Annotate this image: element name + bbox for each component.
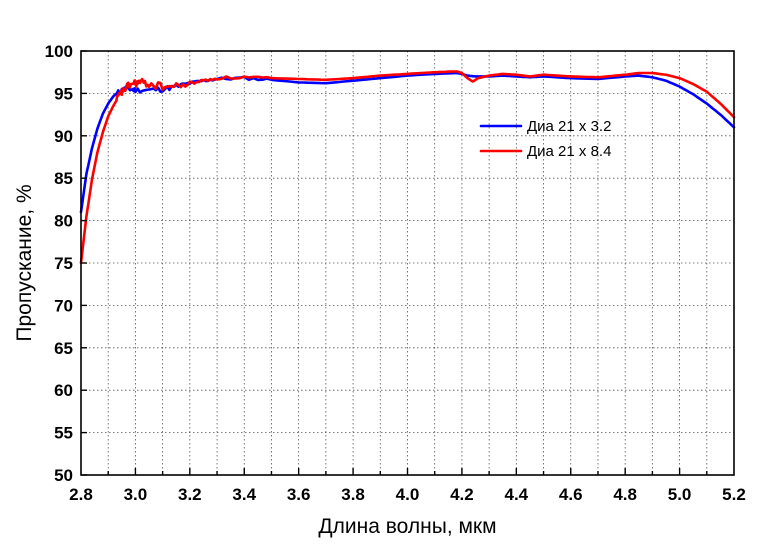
y-tick-label: 80 [54, 212, 73, 231]
y-tick-label: 90 [54, 127, 73, 146]
x-tick-label: 3.6 [287, 485, 311, 504]
tick-labels: 50 55 60 65 70 75 80 85 90 95 100 2.8 3.0 3.2 3.4 3.6 3.… [45, 42, 746, 504]
x-tick-label: 3.4 [232, 485, 256, 504]
x-tick-label: 3.2 [178, 485, 202, 504]
x-tick-label: 4.2 [450, 485, 474, 504]
y-tick-label: 85 [54, 169, 73, 188]
legend-label-series-2: Диа 21 x 8.4 [527, 143, 611, 160]
x-tick-label: 4.4 [505, 485, 529, 504]
x-tick-label: 5.0 [668, 485, 692, 504]
y-tick-label: 55 [54, 424, 73, 443]
y-tick-label: 70 [54, 296, 73, 315]
x-tick-label: 4.6 [559, 485, 583, 504]
x-tick-label: 3.8 [341, 485, 365, 504]
y-tick-label: 95 [54, 84, 73, 103]
legend: Диа 21 x 3.2 Диа 21 x 8.4 [479, 118, 611, 160]
y-tick-label: 65 [54, 339, 73, 358]
series-layer [79, 70, 736, 265]
grid [81, 51, 734, 475]
y-tick-label: 60 [54, 381, 73, 400]
x-tick-label: 5.2 [722, 485, 746, 504]
x-tick-label: 4.8 [613, 485, 637, 504]
y-axis-label: Пропускание, % [13, 184, 36, 341]
y-tick-label: 75 [54, 254, 73, 273]
x-tick-label: 3.0 [124, 485, 148, 504]
ticks [81, 50, 708, 476]
y-tick-label: 100 [45, 42, 73, 61]
x-axis-label: Длина волны, мкм [318, 515, 496, 538]
x-tick-label: 2.8 [69, 485, 93, 504]
y-tick-label: 50 [54, 466, 73, 485]
legend-label-series-1: Диа 21 x 3.2 [527, 118, 611, 135]
x-tick-label: 4.0 [396, 485, 420, 504]
series-line-2 [79, 70, 736, 265]
